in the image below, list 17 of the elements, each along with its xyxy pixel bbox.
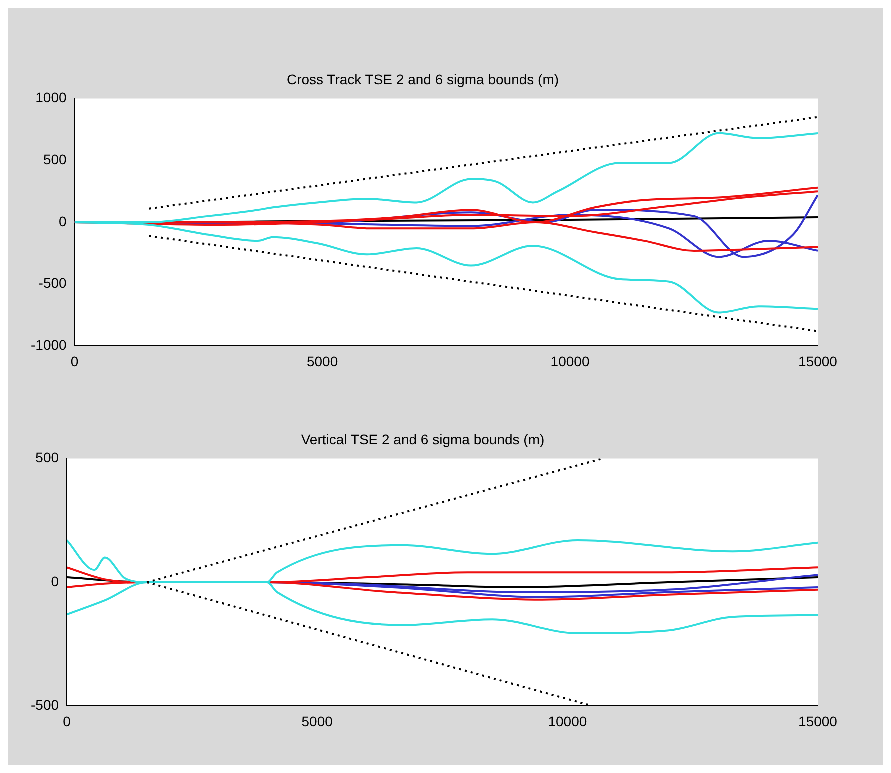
chart-title: Cross Track TSE 2 and 6 sigma bounds (m)	[286, 71, 560, 88]
y-tick-label: -500	[30, 697, 60, 714]
x-tick-label: 15000	[798, 353, 838, 370]
x-tick-label: 15000	[798, 713, 838, 730]
x-tick-label: 5000	[306, 353, 338, 370]
x-tick-label: 10000	[550, 353, 590, 370]
chart-title: Vertical TSE 2 and 6 sigma bounds (m)	[301, 431, 545, 448]
x-tick-label: 10000	[548, 713, 588, 730]
y-tick-label: 0	[51, 573, 60, 590]
x-tick-label: 0	[70, 353, 79, 370]
y-tick-label: 500	[43, 152, 68, 168]
y-tick-label: -1000	[30, 337, 68, 354]
y-tick-label: -500	[38, 275, 68, 292]
y-tick-label: 0	[59, 213, 68, 230]
x-tick-label: 5000	[302, 713, 334, 730]
y-tick-label: 500	[36, 450, 60, 466]
y-tick-label: 1000	[36, 90, 68, 106]
